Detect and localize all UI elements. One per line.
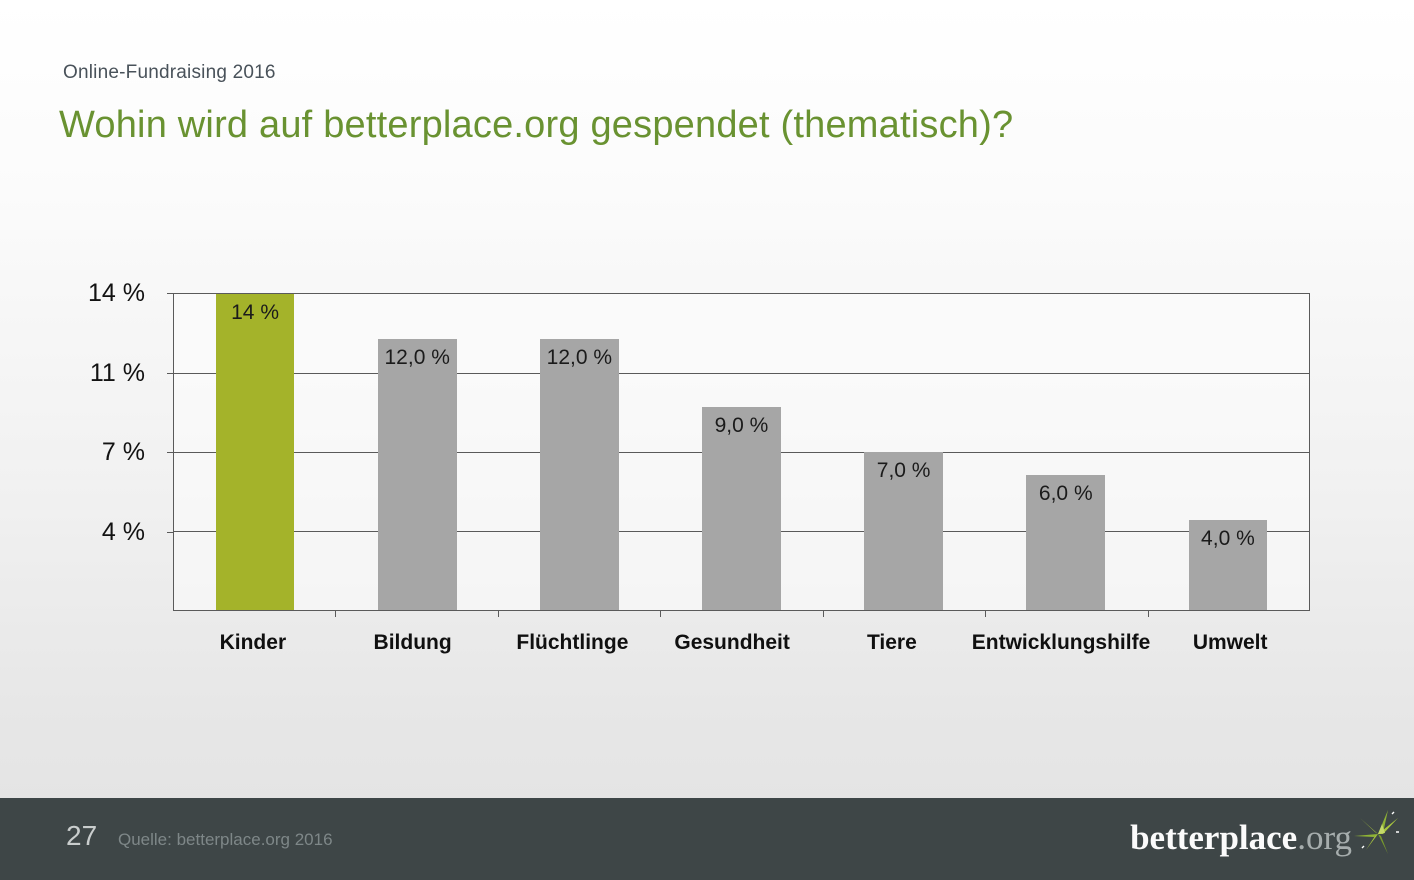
bar-slot-6: 4,0 % xyxy=(1147,294,1309,610)
footer-bar: 27 Quelle: betterplace.org 2016 betterpl… xyxy=(0,798,1414,880)
bar-flüchtlinge: 12,0 % xyxy=(539,339,619,610)
bar-series: 14 % 12,0 % 12,0 % 9,0 % 7,0 % 6,0 % 4,0 % xyxy=(174,294,1309,610)
category-label-2: Flüchtlinge xyxy=(516,631,629,654)
x-tick-mark xyxy=(335,611,337,617)
y-tick-mark xyxy=(167,452,173,453)
x-tick-mark xyxy=(985,611,987,617)
page-number: 27 xyxy=(66,820,98,851)
bar-value-label: 4,0 % xyxy=(1201,526,1255,550)
bar-value-label: 12,0 % xyxy=(546,346,613,370)
bar-value-label: 14 % xyxy=(231,301,279,324)
y-tick-label: 4 % xyxy=(101,517,145,546)
bar-slot-2: 12,0 % xyxy=(498,294,660,610)
bar-umwelt: 4,0 % xyxy=(1188,519,1268,610)
x-tick-mark xyxy=(822,611,824,617)
category-label-1: Bildung xyxy=(373,631,452,654)
bar-slot-0: 14 % xyxy=(174,294,336,610)
category-label-6: Umwelt xyxy=(1192,631,1268,654)
x-tick-mark xyxy=(1147,611,1149,617)
category-label-4: Tiere xyxy=(866,631,917,654)
y-tick-label: 7 % xyxy=(101,438,145,466)
logo-wordmark: betterplace xyxy=(1130,818,1298,857)
bar-value-label: 9,0 % xyxy=(714,413,769,437)
y-tick-mark xyxy=(167,293,173,294)
x-tick-mark xyxy=(497,611,499,617)
gridline xyxy=(174,373,1309,374)
plot-area: 14 % 12,0 % 12,0 % 9,0 % 7,0 % 6,0 % 4,0 % xyxy=(173,293,1310,611)
page-title: Wohin wird auf betterplace.org gespendet… xyxy=(59,104,1014,146)
y-tick-label: 14 % xyxy=(88,279,145,307)
x-tick-mark xyxy=(660,611,662,617)
bar-tiere: 7,0 % xyxy=(864,452,944,610)
bar-slot-1: 12,0 % xyxy=(336,294,498,610)
category-axis: Kinder Bildung Flüchtlinge Gesundheit Tiere E… xyxy=(173,631,1310,655)
bar-bildung: 12,0 % xyxy=(377,339,457,610)
bar-value-label: 6,0 % xyxy=(1038,481,1093,505)
logo-suffix: .org xyxy=(1297,818,1352,857)
betterplace-logo: betterplace.org xyxy=(1130,810,1399,858)
slide-eyebrow: Online-Fundraising 2016 xyxy=(63,62,276,83)
bar-slot-4: 7,0 % xyxy=(823,294,985,610)
category-label-5: Entwicklungshilfe xyxy=(971,631,1151,654)
bar-value-label: 7,0 % xyxy=(876,459,931,482)
bar-value-label: 12,0 % xyxy=(384,346,450,370)
y-tick-label: 11 % xyxy=(89,358,145,387)
y-tick-mark xyxy=(167,531,173,533)
bar-entwicklungshilfe: 6,0 % xyxy=(1026,474,1106,610)
bar-gesundheit: 9,0 % xyxy=(702,406,781,610)
category-label-0: Kinder xyxy=(219,631,287,654)
bar-slot-3: 9,0 % xyxy=(660,294,822,610)
pinwheel-leaves-icon xyxy=(1352,806,1404,858)
y-tick-mark xyxy=(167,372,173,374)
source-caption: Quelle: betterplace.org 2016 xyxy=(118,830,333,849)
bar-slot-5: 6,0 % xyxy=(985,294,1147,610)
category-label-3: Gesundheit xyxy=(674,631,790,654)
bar-kinder: 14 % xyxy=(215,294,295,610)
